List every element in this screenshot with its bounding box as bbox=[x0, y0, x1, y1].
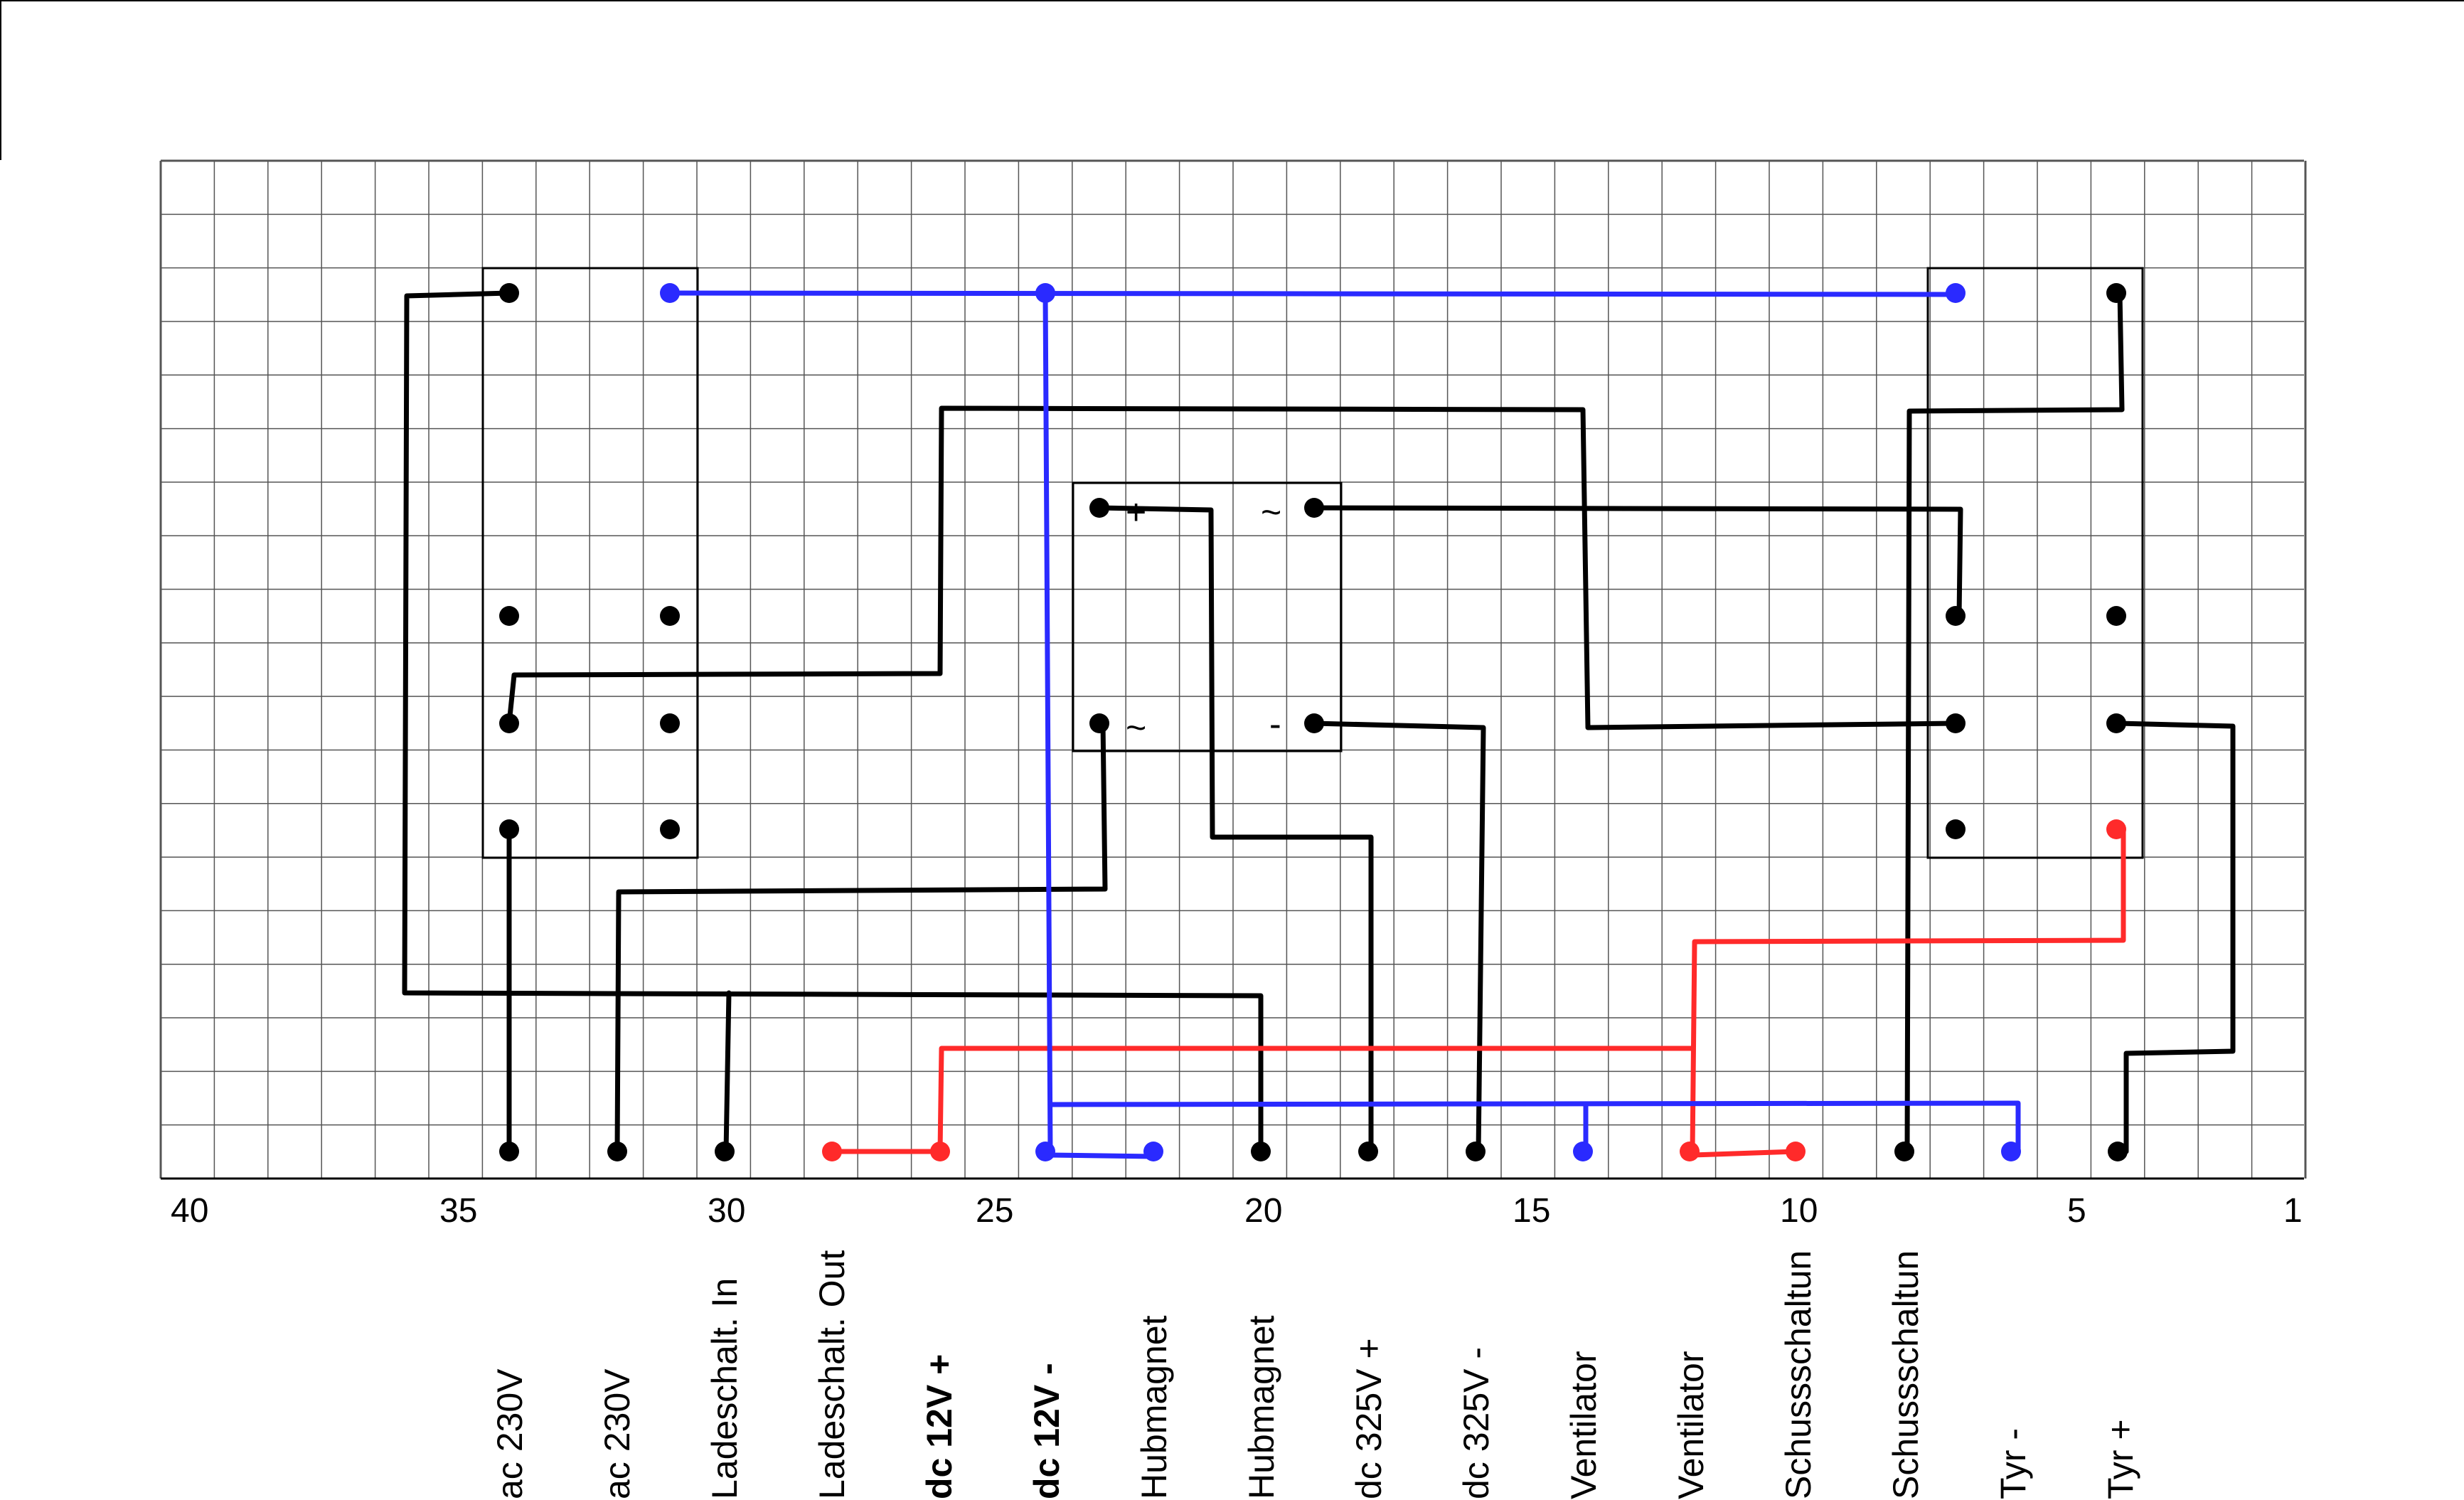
axis-tick: 40 bbox=[171, 1192, 208, 1230]
solder-pad bbox=[660, 606, 680, 626]
connector-label: Hubmagnet bbox=[1242, 1315, 1281, 1499]
solder-pad bbox=[1035, 1142, 1055, 1161]
solder-pad bbox=[2108, 1142, 2128, 1161]
rectifier-ac-bottom-symbol: ~ bbox=[1126, 708, 1146, 748]
solder-pad bbox=[1946, 283, 1966, 303]
solder-pad bbox=[2106, 819, 2126, 839]
solder-pad bbox=[2106, 606, 2126, 626]
solder-pad bbox=[715, 1142, 735, 1161]
relay-left-outline bbox=[481, 267, 699, 859]
connector-label: Ventilator bbox=[1564, 1351, 1604, 1499]
wire-black-5 bbox=[614, 720, 1108, 1154]
wire-blue-3 bbox=[1047, 1100, 2021, 1154]
wire-red-3 bbox=[1690, 826, 2126, 1154]
solder-pad bbox=[1573, 1142, 1593, 1161]
wire-black-2 bbox=[723, 990, 732, 1154]
solder-pad bbox=[822, 1142, 842, 1161]
connector-label: Ladeschalt. In bbox=[705, 1278, 745, 1499]
solder-pad bbox=[1143, 1142, 1163, 1161]
wire-black-8 bbox=[1311, 505, 1963, 619]
solder-pad bbox=[1035, 283, 1055, 303]
connector-label: Schussschaltun bbox=[1778, 1250, 1818, 1499]
axis-tick: 1 bbox=[2283, 1192, 2303, 1230]
solder-pad bbox=[499, 713, 519, 733]
solder-pad bbox=[2106, 713, 2126, 733]
wire-blue-1 bbox=[667, 290, 1958, 297]
axis-tick: 15 bbox=[1513, 1192, 1550, 1230]
pads bbox=[499, 283, 2128, 1161]
solder-pad bbox=[499, 606, 519, 626]
solder-pad bbox=[1251, 1142, 1271, 1161]
solder-pad bbox=[1786, 1142, 1806, 1161]
solder-pad bbox=[1089, 498, 1109, 518]
solder-pad bbox=[660, 283, 680, 303]
solder-pad bbox=[1680, 1142, 1700, 1161]
solder-pad bbox=[1304, 713, 1324, 733]
wire-black-10 bbox=[2116, 720, 2236, 1154]
connector-label: dc 12V + bbox=[919, 1354, 959, 1499]
connector-label: dc 325V + bbox=[1349, 1338, 1389, 1499]
wire-black-3 bbox=[506, 405, 1958, 730]
connector-label: Hubmagnet bbox=[1134, 1315, 1174, 1499]
solder-pad bbox=[1894, 1142, 1914, 1161]
wire-red-4 bbox=[1690, 1149, 1798, 1158]
solder-pad bbox=[499, 1142, 519, 1161]
connector-label: Schussschaltun bbox=[1886, 1250, 1926, 1499]
rectifier-ac-top-symbol: ~ bbox=[1261, 492, 1281, 532]
wire-black-6 bbox=[1097, 505, 1374, 1154]
rectifier-plus-symbol: + bbox=[1126, 492, 1146, 532]
connector-label: Tyr - bbox=[1993, 1428, 2033, 1499]
solder-pad bbox=[499, 819, 519, 839]
solder-pad bbox=[1304, 498, 1324, 518]
solder-pad bbox=[2106, 283, 2126, 303]
axis-tick: 25 bbox=[976, 1192, 1013, 1230]
solder-pad bbox=[607, 1142, 627, 1161]
rectifier-outline bbox=[1072, 482, 1343, 752]
connector-label: Ventilator bbox=[1671, 1351, 1711, 1499]
connector-labels: ac 230V ac 230V Ladeschalt. In Ladeschal… bbox=[490, 1250, 2140, 1499]
solder-pad bbox=[1466, 1142, 1486, 1161]
connector-label: ac 230V bbox=[490, 1368, 530, 1499]
wires bbox=[402, 290, 2236, 1159]
solder-pad bbox=[1946, 606, 1966, 626]
connector-label: dc 325V - bbox=[1456, 1347, 1496, 1499]
axis-tick: 30 bbox=[708, 1192, 745, 1230]
wire-red-2 bbox=[937, 1046, 1695, 1154]
relay-right-outline bbox=[1926, 267, 2144, 859]
axis-tick: 10 bbox=[1780, 1192, 1818, 1230]
solder-pad bbox=[1946, 819, 1966, 839]
solder-pad bbox=[1089, 713, 1109, 733]
solder-pad bbox=[2001, 1142, 2021, 1161]
solder-pad bbox=[499, 283, 519, 303]
connector-label: Tyr + bbox=[2101, 1419, 2140, 1499]
wire-black-7 bbox=[1311, 720, 1486, 1154]
solder-pad bbox=[1946, 713, 1966, 733]
connector-label: ac 230V bbox=[597, 1368, 637, 1499]
connector-label: Ladeschalt. Out bbox=[812, 1250, 852, 1499]
solder-pad bbox=[1358, 1142, 1378, 1161]
solder-pad bbox=[660, 819, 680, 839]
solder-pad bbox=[660, 713, 680, 733]
connector-label: dc 12V - bbox=[1027, 1363, 1067, 1499]
solder-pad bbox=[930, 1142, 950, 1161]
axis-tick: 35 bbox=[439, 1192, 477, 1230]
axis-tick: 5 bbox=[2067, 1192, 2086, 1230]
axis-tick: 20 bbox=[1244, 1192, 1282, 1230]
wire-black-9 bbox=[1904, 290, 2125, 1154]
rectifier-minus-symbol: - bbox=[1269, 704, 1281, 744]
